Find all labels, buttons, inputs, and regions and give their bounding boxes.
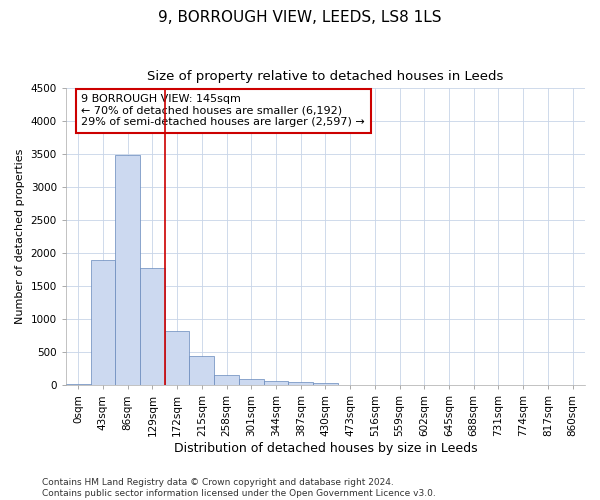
- Bar: [190, 356, 214, 386]
- Text: 9, BORROUGH VIEW, LEEDS, LS8 1LS: 9, BORROUGH VIEW, LEEDS, LS8 1LS: [158, 10, 442, 25]
- Bar: [115, 155, 140, 386]
- Text: Contains HM Land Registry data © Crown copyright and database right 2024.
Contai: Contains HM Land Registry data © Crown c…: [42, 478, 436, 498]
- Bar: [214, 375, 239, 386]
- Y-axis label: Number of detached properties: Number of detached properties: [15, 149, 25, 324]
- Bar: [140, 268, 165, 386]
- Title: Size of property relative to detached houses in Leeds: Size of property relative to detached ho…: [147, 70, 503, 83]
- Bar: [91, 260, 115, 386]
- Bar: [263, 381, 289, 386]
- Bar: [165, 330, 190, 386]
- Bar: [313, 384, 338, 386]
- Text: 9 BORROUGH VIEW: 145sqm
← 70% of detached houses are smaller (6,192)
29% of semi: 9 BORROUGH VIEW: 145sqm ← 70% of detache…: [82, 94, 365, 128]
- X-axis label: Distribution of detached houses by size in Leeds: Distribution of detached houses by size …: [173, 442, 477, 455]
- Bar: [289, 382, 313, 386]
- Bar: [239, 379, 263, 386]
- Bar: [66, 384, 91, 386]
